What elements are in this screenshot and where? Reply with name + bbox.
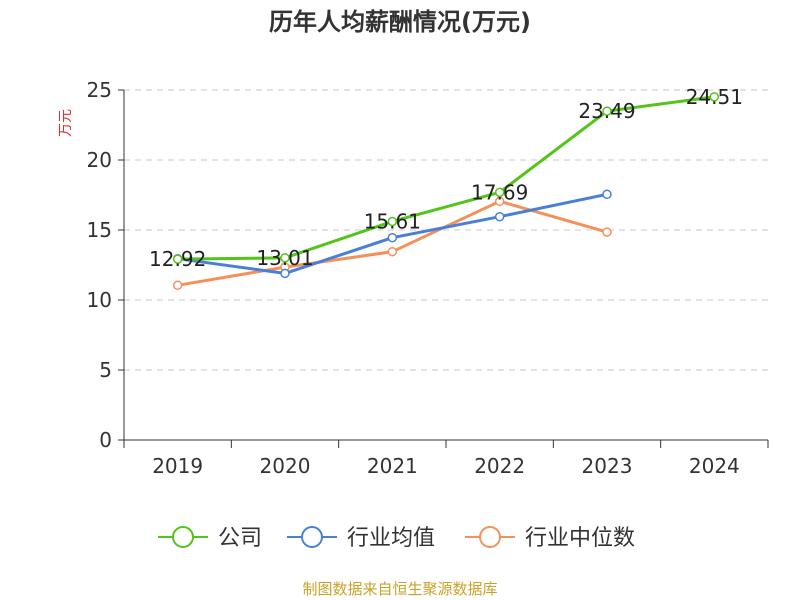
data-point[interactable] bbox=[494, 196, 505, 207]
legend-label: 行业均值 bbox=[347, 526, 435, 551]
data-point[interactable] bbox=[387, 216, 398, 227]
legend-marker bbox=[172, 526, 194, 548]
data-point[interactable] bbox=[494, 211, 505, 222]
data-label: 24.51 bbox=[686, 85, 743, 109]
chart-title: 历年人均薪酬情况(万元) bbox=[269, 8, 531, 36]
data-point[interactable] bbox=[602, 227, 612, 237]
data-label: 23.49 bbox=[578, 99, 635, 123]
x-tick-label: 2022 bbox=[474, 454, 525, 478]
data-point[interactable] bbox=[602, 189, 612, 200]
y-tick-label: 10 bbox=[87, 288, 112, 312]
data-point[interactable] bbox=[280, 253, 290, 263]
gridlines bbox=[124, 89, 768, 371]
y-tick-label: 15 bbox=[87, 218, 112, 242]
x-tick-label: 2024 bbox=[689, 454, 740, 478]
data-point[interactable] bbox=[494, 187, 505, 198]
data-point[interactable] bbox=[172, 254, 183, 264]
data-point[interactable] bbox=[387, 246, 398, 257]
data-point[interactable] bbox=[709, 92, 720, 102]
data-label: 17.69 bbox=[471, 180, 528, 204]
y-tick-label: 5 bbox=[99, 358, 112, 382]
x-tick-label: 2023 bbox=[582, 454, 633, 478]
x-tick-label: 2020 bbox=[260, 454, 311, 478]
legend-marker bbox=[301, 526, 323, 548]
legend[interactable]: 公司 行业均值 行业中位数 bbox=[158, 526, 635, 551]
legend-label: 行业中位数 bbox=[525, 526, 635, 551]
legend-item-2[interactable]: 行业中位数 bbox=[465, 526, 635, 551]
data-label: 12.92 bbox=[149, 247, 206, 271]
axes: 0 5 10 15 20 25 2019 2020 2021 2022 2023 2024 bbox=[87, 78, 769, 478]
source-note: 制图数据来自恒生聚源数据库 bbox=[302, 580, 497, 598]
data-label: 13.01 bbox=[256, 246, 313, 270]
x-tick-label: 2021 bbox=[367, 454, 418, 478]
y-axis-label: 万元 bbox=[58, 109, 74, 137]
data-point[interactable] bbox=[387, 232, 398, 243]
y-tick-label: 20 bbox=[87, 148, 112, 172]
series-line-0 bbox=[177, 95, 715, 261]
legend-item-1[interactable]: 行业均值 bbox=[287, 526, 435, 551]
data-point[interactable] bbox=[602, 106, 612, 116]
legend-item-0[interactable]: 公司 bbox=[158, 526, 262, 551]
data-point[interactable] bbox=[280, 268, 290, 279]
series-lines bbox=[172, 92, 720, 291]
x-tick-label: 2019 bbox=[152, 454, 203, 478]
data-point[interactable] bbox=[172, 280, 183, 291]
y-tick-label: 0 bbox=[99, 428, 112, 452]
legend-marker bbox=[479, 526, 501, 548]
data-labels: 12.92 13.01 15.61 17.69 23.49 24.51 bbox=[149, 85, 743, 271]
data-label: 15.61 bbox=[364, 209, 421, 233]
legend-label: 公司 bbox=[218, 526, 262, 551]
y-tick-label: 25 bbox=[87, 78, 112, 102]
